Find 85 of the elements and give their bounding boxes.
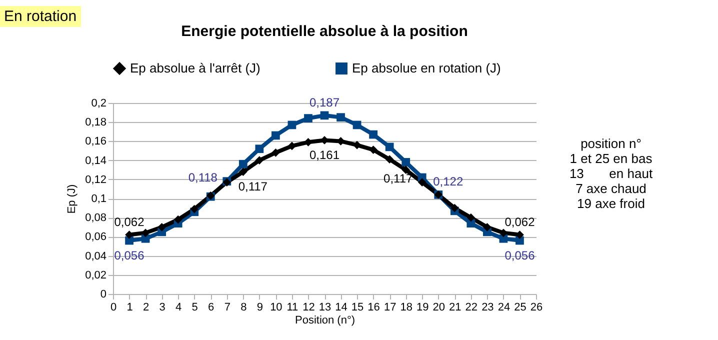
point bbox=[288, 120, 296, 130]
y-tick-label: 0,04 bbox=[85, 250, 106, 262]
text: 1 et 25 en bas bbox=[568, 151, 654, 166]
x-tick-label: 12 bbox=[302, 302, 315, 314]
x-tick-label: 6 bbox=[208, 302, 214, 314]
y-tick-label: 0,02 bbox=[85, 269, 106, 282]
text: 19 axe froid bbox=[576, 196, 646, 211]
point bbox=[255, 144, 264, 154]
y-tick-label: 0,16 bbox=[85, 136, 106, 148]
x-tick-label: 24 bbox=[498, 302, 510, 314]
y-tick-label: 0,2 bbox=[91, 98, 106, 110]
x-tick-label: 21 bbox=[449, 302, 462, 314]
point bbox=[483, 222, 492, 232]
point bbox=[125, 230, 134, 239]
point bbox=[352, 120, 362, 130]
point bbox=[418, 178, 426, 186]
x-tick-label: 4 bbox=[176, 302, 182, 314]
x-tick-label: 7 bbox=[224, 302, 230, 314]
x-tick-label: 13 bbox=[318, 302, 332, 314]
x-tick-label: 23 bbox=[482, 302, 494, 314]
point bbox=[369, 146, 378, 154]
data-label: 0,117 bbox=[238, 179, 268, 194]
legend-label: Ep absolue en rotation (J) bbox=[352, 60, 501, 76]
point bbox=[238, 160, 248, 168]
data-label: 0,117 bbox=[384, 171, 414, 186]
x-tick-label: 18 bbox=[400, 302, 412, 314]
text: 13 en haut bbox=[568, 166, 654, 181]
point bbox=[304, 114, 312, 122]
x-axis-title: Position (n°) bbox=[294, 314, 356, 326]
x-tick-label: 17 bbox=[384, 302, 396, 314]
x-tick-label: 26 bbox=[530, 302, 543, 314]
x-tick-label: 5 bbox=[192, 302, 198, 314]
point bbox=[402, 166, 410, 174]
legend-label: Ep absolue à l'arrêt (J) bbox=[130, 60, 260, 76]
y-tick-label: 0,18 bbox=[85, 116, 106, 129]
data-label: 0,118 bbox=[188, 170, 218, 184]
text: position n° bbox=[580, 136, 642, 151]
point bbox=[238, 168, 248, 176]
text: En rotation bbox=[0, 6, 81, 27]
point bbox=[190, 204, 199, 214]
point bbox=[402, 158, 410, 166]
x-tick-label: 16 bbox=[368, 302, 380, 314]
data-label: 0,062 bbox=[504, 214, 536, 229]
data-label: 0,187 bbox=[309, 95, 340, 110]
data-label: 0,056 bbox=[114, 248, 145, 263]
x-tick-label: 0 bbox=[110, 302, 117, 314]
x-tick-label: 14 bbox=[335, 302, 348, 314]
x-tick-label: 22 bbox=[465, 302, 478, 314]
x-tick-label: 25 bbox=[514, 302, 526, 314]
data-label: 0,161 bbox=[309, 148, 340, 162]
x-tick-label: 11 bbox=[286, 302, 298, 314]
y-tick-label: 0,06 bbox=[85, 231, 106, 244]
x-tick-label: 15 bbox=[351, 302, 364, 314]
x-tick-label: 20 bbox=[432, 302, 446, 314]
point bbox=[336, 113, 345, 122]
x-tick-label: 1 bbox=[126, 302, 133, 314]
data-label: 0,056 bbox=[504, 248, 536, 263]
point bbox=[369, 130, 378, 139]
point bbox=[385, 142, 394, 152]
y-tick-label: 0,14 bbox=[85, 154, 106, 167]
point bbox=[450, 204, 459, 212]
point bbox=[466, 213, 476, 222]
point bbox=[174, 215, 182, 224]
point bbox=[272, 148, 280, 157]
x-tick-label: 9 bbox=[256, 302, 263, 314]
x-tick-label: 10 bbox=[270, 302, 282, 314]
point bbox=[158, 222, 166, 232]
data-label: 0,062 bbox=[114, 214, 145, 229]
x-tick-label: 8 bbox=[240, 302, 247, 314]
point bbox=[272, 131, 280, 140]
chart-title: Energie potentielle absolue à la position bbox=[181, 23, 468, 40]
x-tick-label: 3 bbox=[159, 302, 166, 314]
point bbox=[255, 156, 264, 164]
data-label: 0,122 bbox=[433, 174, 464, 188]
x-tick-label: 19 bbox=[416, 302, 429, 314]
y-axis-title: Ep (J) bbox=[66, 184, 78, 214]
text: 7 axe chaud bbox=[574, 181, 648, 196]
y-tick-label: 0 bbox=[100, 288, 106, 300]
x-tick-label: 2 bbox=[142, 302, 150, 314]
point bbox=[516, 230, 524, 239]
y-tick-label: 0,1 bbox=[91, 193, 106, 205]
y-tick-label: 0,12 bbox=[85, 174, 106, 186]
y-tick-label: 0,08 bbox=[85, 212, 106, 224]
point bbox=[320, 111, 329, 120]
point bbox=[385, 155, 394, 164]
